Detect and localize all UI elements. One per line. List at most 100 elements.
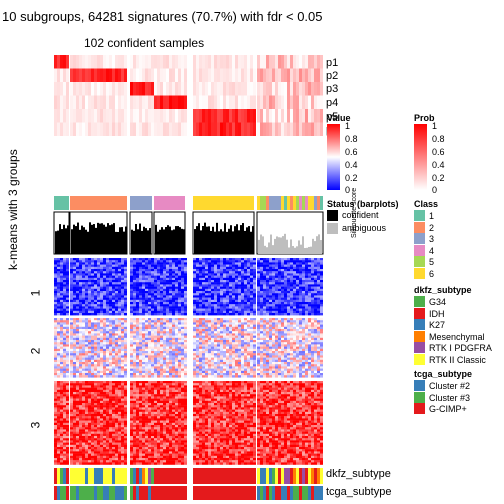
expression-cell [154, 335, 157, 338]
expression-cell [60, 460, 63, 463]
expression-cell [66, 460, 69, 463]
expression-cell [151, 418, 154, 421]
prob-cell [106, 55, 109, 69]
expression-cell [151, 329, 154, 332]
expression-cell [175, 308, 178, 311]
expression-cell [85, 453, 88, 456]
expression-cell [97, 396, 100, 399]
expression-cell [88, 370, 91, 374]
expression-cell [88, 449, 91, 452]
expression-cell [157, 304, 160, 307]
expression-cell [70, 335, 73, 338]
prob-cell [299, 82, 302, 96]
expression-cell [136, 373, 139, 376]
expression-cell [115, 282, 118, 285]
expression-cell [66, 416, 69, 419]
expression-cell [60, 392, 63, 395]
expression-cell [82, 351, 85, 354]
expression-cell [172, 329, 175, 332]
expression-cell [157, 414, 160, 417]
expression-cell [97, 284, 100, 287]
expression-cell [148, 420, 151, 423]
expression-cell [109, 453, 112, 456]
expression-cell [60, 275, 63, 278]
expression-cell [181, 320, 184, 323]
expression-cell [115, 284, 118, 287]
expression-cell [169, 264, 172, 267]
expression-cell [124, 266, 127, 270]
prob-cell [70, 55, 73, 69]
expression-cell [172, 282, 175, 285]
expression-cell [97, 436, 100, 439]
expression-cell [130, 322, 133, 325]
expression-cell [115, 442, 118, 445]
expression-cell [112, 286, 115, 289]
expression-cell [157, 260, 160, 263]
expression-cell [118, 370, 121, 374]
expression-cell [54, 353, 57, 356]
expression-cell [133, 333, 136, 336]
expression-cell [76, 310, 79, 314]
prob-cell [308, 55, 311, 69]
expression-cell [136, 442, 139, 445]
expression-cell [57, 409, 60, 412]
expression-cell [166, 364, 169, 367]
prob-cell [112, 55, 115, 69]
expression-cell [163, 370, 166, 374]
expression-cell [130, 431, 133, 434]
expression-cell [66, 313, 69, 316]
expression-cell [196, 355, 199, 358]
expression-cell [166, 284, 169, 287]
class-bar-segment [281, 196, 284, 210]
expression-cell [121, 326, 124, 330]
expression-cell [136, 295, 139, 298]
prob-cell [269, 82, 272, 96]
expression-cell [169, 297, 172, 300]
expression-cell [60, 444, 63, 448]
prob-cell [223, 109, 226, 123]
expression-cell [205, 310, 208, 314]
prob-cell [166, 55, 169, 69]
expression-cell [193, 370, 196, 374]
expression-cell [142, 405, 145, 408]
expression-cell [139, 359, 142, 363]
expression-cell [205, 293, 208, 296]
expression-cell [196, 381, 199, 384]
expression-cell [60, 368, 63, 371]
expression-cell [169, 353, 172, 356]
expression-cell [160, 331, 163, 334]
expression-cell [76, 342, 79, 345]
expression-cell [112, 304, 115, 307]
prob-cell [296, 68, 299, 82]
expression-cell [205, 351, 208, 354]
expression-cell [112, 291, 115, 294]
expression-cell [57, 318, 60, 321]
expression-cell [73, 368, 76, 371]
expression-cell [148, 340, 151, 343]
expression-cell [157, 436, 160, 439]
expression-cell [139, 310, 142, 314]
expression-cell [97, 282, 100, 285]
expression-cell [199, 322, 202, 325]
expression-cell [76, 340, 79, 343]
expression-cell [172, 297, 175, 300]
expression-cell [160, 442, 163, 445]
expression-cell [154, 427, 157, 430]
expression-cell [184, 359, 187, 363]
expression-cell [133, 310, 136, 314]
expression-cell [63, 407, 66, 410]
expression-cell [85, 277, 88, 281]
expression-cell [91, 444, 94, 448]
expression-cell [145, 403, 148, 406]
expression-cell [115, 451, 118, 454]
expression-cell [184, 326, 187, 330]
expression-cell [139, 320, 142, 323]
expression-cell [54, 282, 57, 285]
expression-cell [202, 425, 205, 428]
expression-cell [184, 460, 187, 463]
expression-cell [184, 266, 187, 270]
expression-cell [175, 318, 178, 321]
silhouette-bar [252, 226, 254, 254]
expression-cell [124, 269, 127, 272]
expression-cell [160, 429, 163, 432]
